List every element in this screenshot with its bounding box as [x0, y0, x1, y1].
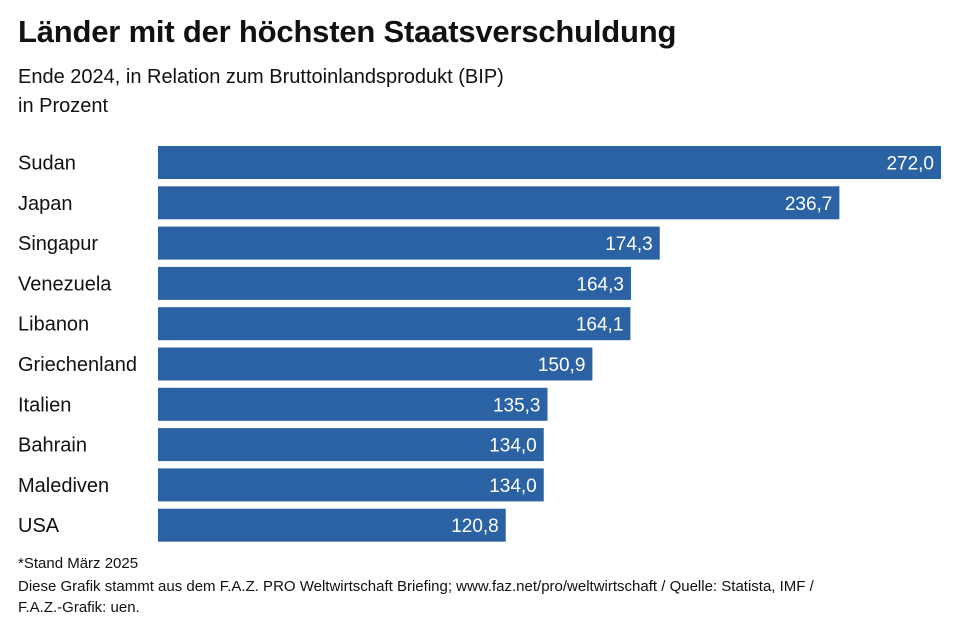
bar	[158, 468, 544, 502]
footnote: *Stand März 2025	[18, 555, 139, 572]
bar-value-label: 150,9	[538, 355, 586, 376]
chart-subtitle: Ende 2024, in Relation zum Bruttoinlands…	[18, 66, 504, 88]
bar-value-label: 164,1	[576, 315, 624, 336]
bar-value-label: 134,0	[489, 476, 537, 497]
category-label: Malediven	[18, 475, 109, 497]
bar	[158, 146, 941, 179]
category-label: Sudan	[18, 153, 76, 175]
category-label: Italien	[18, 394, 71, 416]
bar-value-label: 134,0	[489, 436, 537, 457]
category-label: USA	[18, 515, 60, 537]
chart-unit-label: in Prozent	[18, 95, 109, 117]
bar-value-label: 174,3	[605, 234, 653, 255]
bar-value-label: 120,8	[451, 516, 499, 537]
bar	[158, 387, 548, 421]
category-label: Griechenland	[18, 354, 137, 376]
bar-value-label: 135,3	[493, 395, 541, 416]
category-label: Venezuela	[18, 273, 112, 295]
bar	[158, 186, 840, 220]
bar	[158, 307, 631, 341]
bar-value-label: 236,7	[785, 194, 833, 215]
category-label: Japan	[18, 193, 73, 215]
bar	[158, 508, 506, 542]
bar	[158, 347, 593, 381]
source-line-1: Diese Grafik stammt aus dem F.A.Z. PRO W…	[18, 578, 814, 595]
bar-value-label: 272,0	[886, 154, 934, 175]
bar-chart: Sudan 272,0 Japan 236,7 Singapur 174,3 Venezue…	[18, 146, 941, 542]
bar-value-label: 164,3	[576, 274, 624, 295]
bar	[158, 226, 660, 260]
category-label: Singapur	[18, 233, 98, 255]
bar	[158, 428, 544, 462]
category-label: Libanon	[18, 314, 89, 336]
source-line-2: F.A.Z.-Grafik: uen.	[18, 599, 140, 616]
chart-title: Länder mit der höchsten Staatsverschuldu…	[18, 14, 677, 49]
category-label: Bahrain	[18, 435, 87, 457]
bar	[158, 266, 631, 300]
